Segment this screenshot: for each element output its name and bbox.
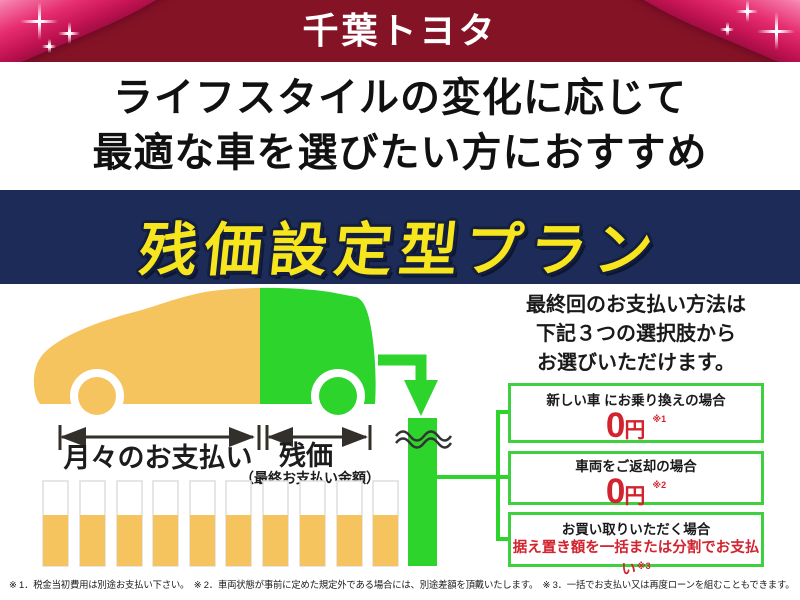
headline-line-1: ライフスタイルの変化に応じて [113,76,687,120]
sparkle-icon [58,22,80,44]
sparkle-icon [736,0,758,22]
footnote-ref: ※3 [636,561,651,571]
brand-title: 千葉トヨタ [302,10,498,51]
sparkle-icon [720,22,734,36]
down-arrow-icon [378,354,427,382]
option-box-trade-in: 新しい車 にお乗り換えの場合 0円 ※1 [508,383,764,443]
residual-bar [408,418,437,566]
plan-banner: 残価設定型プラン [0,190,800,284]
payment-diagram: 月々のお支払い 残価 （最終お支払い金額） [33,287,453,567]
connector-line [496,537,508,541]
option-box-purchase: お買い取りいただく場合 据え置き額を一括または分割でお支払い※3 [508,512,764,578]
footnote-ref: ※1 [652,414,667,424]
residual-label: 残価 [279,441,333,471]
sparkle-icon [42,39,56,53]
plan-title: 残価設定型プラン [135,218,663,283]
headline-line-2: 最適な車を選びたい方におすすめ [92,131,708,175]
option-box-return: 車両をご返却の場合 0円 ※2 [508,451,764,509]
intro-line-1: 最終回のお支払い方法は [526,294,746,316]
payment-bars [42,480,399,567]
footnote-ref: ※2 [652,480,667,490]
sparkle-icon [757,12,795,50]
option-title: 車両をご返却の場合 [575,459,697,474]
intro-line-2: 下記３つの選択肢から [536,323,736,345]
connector-line [437,475,508,479]
wavy-break [395,430,453,449]
options-intro: 最終回のお支払い方法は 下記３つの選択肢から お選びいただけます。 [508,291,764,378]
option-title: お買い取りいただく場合 [561,522,711,537]
option-price: 0円 ※2 [605,472,667,511]
footnote-text: ※ 1．税金当初費用は別途お支払い下さい。 ※ 2．車両状態が事前に定めた規定外… [9,579,795,590]
connector-line [496,410,500,541]
monthly-payment-label: 月々のお支払い [63,443,253,473]
option-detail: 据え置き額を一括または分割でお支払い※3 [512,540,760,578]
header-banner: 千葉トヨタ [0,0,800,62]
option-price: 0円 ※1 [605,406,667,445]
intro-line-3: お選びいただけます。 [537,352,735,374]
option-title: 新しい車 にお乗り換えの場合 [546,393,726,408]
headline: ライフスタイルの変化に応じて 最適な車を選びたい方におすすめ [0,62,800,190]
sparkle-icon [20,2,58,40]
connector-line [496,410,508,414]
